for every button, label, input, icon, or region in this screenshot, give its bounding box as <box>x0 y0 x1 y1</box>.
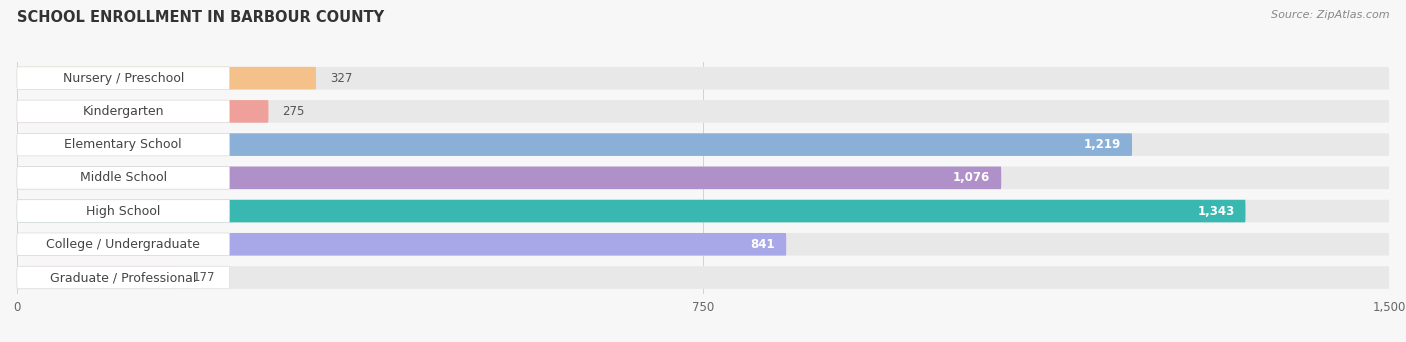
FancyBboxPatch shape <box>17 167 1389 189</box>
Text: 841: 841 <box>751 238 775 251</box>
FancyBboxPatch shape <box>17 100 229 123</box>
Text: Elementary School: Elementary School <box>65 138 181 151</box>
FancyBboxPatch shape <box>17 167 1001 189</box>
Text: Source: ZipAtlas.com: Source: ZipAtlas.com <box>1271 10 1389 20</box>
FancyBboxPatch shape <box>17 233 1389 255</box>
FancyBboxPatch shape <box>17 133 229 156</box>
Text: Nursery / Preschool: Nursery / Preschool <box>62 72 184 85</box>
FancyBboxPatch shape <box>17 67 229 90</box>
Text: SCHOOL ENROLLMENT IN BARBOUR COUNTY: SCHOOL ENROLLMENT IN BARBOUR COUNTY <box>17 10 384 25</box>
FancyBboxPatch shape <box>17 100 269 123</box>
FancyBboxPatch shape <box>17 67 1389 90</box>
Text: 275: 275 <box>283 105 305 118</box>
Text: 327: 327 <box>330 72 352 85</box>
Text: 1,076: 1,076 <box>953 171 990 184</box>
Text: Middle School: Middle School <box>80 171 167 184</box>
FancyBboxPatch shape <box>17 266 229 289</box>
FancyBboxPatch shape <box>17 200 229 222</box>
FancyBboxPatch shape <box>17 167 229 189</box>
Text: 1,343: 1,343 <box>1198 205 1234 218</box>
FancyBboxPatch shape <box>17 200 1389 222</box>
Text: 177: 177 <box>193 271 215 284</box>
FancyBboxPatch shape <box>17 266 179 289</box>
FancyBboxPatch shape <box>17 233 229 255</box>
Text: 1,219: 1,219 <box>1084 138 1121 151</box>
FancyBboxPatch shape <box>17 133 1132 156</box>
FancyBboxPatch shape <box>17 133 1389 156</box>
FancyBboxPatch shape <box>17 200 1246 222</box>
Text: Graduate / Professional: Graduate / Professional <box>51 271 197 284</box>
FancyBboxPatch shape <box>17 100 1389 123</box>
FancyBboxPatch shape <box>17 266 1389 289</box>
FancyBboxPatch shape <box>17 233 786 255</box>
FancyBboxPatch shape <box>17 67 316 90</box>
Text: High School: High School <box>86 205 160 218</box>
Text: Kindergarten: Kindergarten <box>83 105 165 118</box>
Text: College / Undergraduate: College / Undergraduate <box>46 238 200 251</box>
